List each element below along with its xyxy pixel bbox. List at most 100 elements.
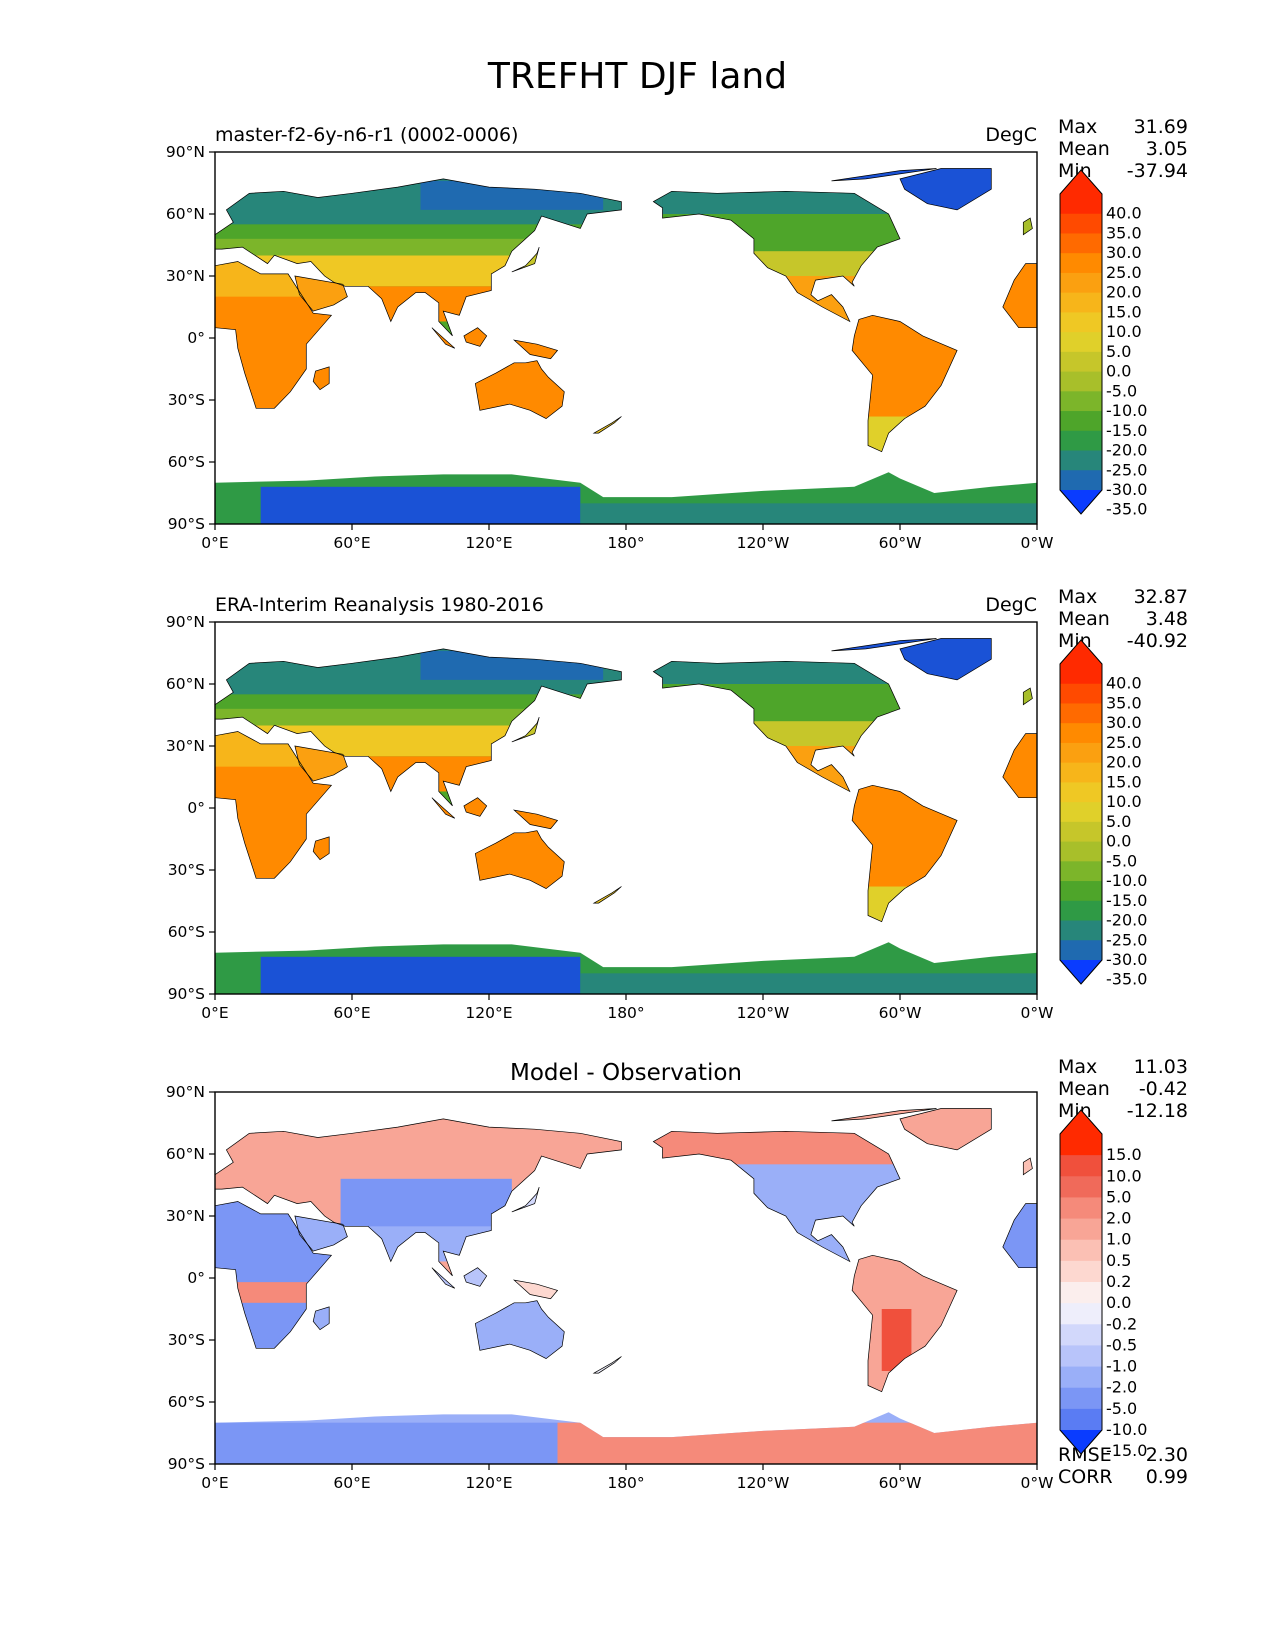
stat-value: -0.42 — [1138, 1078, 1188, 1100]
x-tick-label: 60°E — [333, 1004, 370, 1022]
colorbar-segment — [1060, 272, 1102, 294]
stat-value: 3.05 — [1145, 138, 1188, 160]
colorbar-label: 10.0 — [1106, 322, 1142, 341]
field-band — [260, 486, 581, 524]
y-tick-label: 90°N — [166, 143, 205, 161]
colorbar-label: -25.0 — [1106, 460, 1147, 479]
colorbar-label: -5.0 — [1106, 1399, 1137, 1418]
land-ellesmere — [831, 1108, 937, 1121]
y-tick-label: 60°S — [168, 453, 205, 471]
colorbar-segment — [1060, 1260, 1102, 1283]
colorbar-segment — [1060, 450, 1102, 471]
colorbar-segment — [1060, 332, 1102, 353]
y-tick-label: 30°N — [166, 267, 205, 285]
colorbar-label: 15.0 — [1106, 1145, 1142, 1164]
land-borneo — [463, 327, 487, 347]
stat-label: Max — [1058, 116, 1098, 138]
rmse-label: RMSE — [1058, 1444, 1112, 1466]
colorbar-segment — [1060, 292, 1102, 313]
field-band — [580, 973, 1037, 994]
colorbar-label: 10.0 — [1106, 1166, 1142, 1185]
land-ellesmere — [831, 638, 937, 651]
colorbar-label: 25.0 — [1106, 733, 1142, 752]
coastline — [831, 638, 937, 652]
stat-label: Max — [1058, 586, 1098, 608]
land-uk — [1023, 688, 1033, 705]
colorbar-segment — [1060, 1366, 1102, 1389]
colorbar-extend-top — [1060, 170, 1102, 194]
colorbar-label: 5.0 — [1106, 1187, 1131, 1206]
colorbar-label: -2.0 — [1106, 1378, 1137, 1397]
coastline — [831, 168, 937, 182]
y-tick-label: 90°S — [168, 515, 205, 533]
x-tick-label: 0°E — [201, 534, 228, 552]
coastline — [652, 1130, 901, 1263]
colorbar-segment — [1060, 1197, 1102, 1220]
colorbar-label: 0.0 — [1106, 362, 1131, 381]
field-band — [215, 1422, 558, 1464]
colorbar-segment — [1060, 683, 1102, 704]
corr-value: 0.99 — [1145, 1466, 1188, 1488]
land-arabia — [294, 746, 348, 782]
colorbar-label: 40.0 — [1106, 204, 1142, 223]
colorbar-label: 2.0 — [1106, 1209, 1131, 1228]
coastline — [512, 1279, 559, 1300]
land-japan — [511, 1187, 540, 1212]
y-tick-label: 90°S — [168, 1455, 205, 1473]
rmse-value: 2.30 — [1145, 1444, 1188, 1466]
colorbar-label: 30.0 — [1106, 713, 1142, 732]
coastline — [831, 1108, 937, 1122]
y-tick-label: 90°S — [168, 985, 205, 1003]
coastline — [215, 1118, 622, 1277]
land-africa_west — [1002, 263, 1037, 328]
coastline — [512, 339, 559, 360]
land-newguinea — [514, 340, 558, 359]
colorbar-segment — [1060, 430, 1102, 452]
coastline — [511, 716, 540, 743]
colorbar-segment — [1060, 1239, 1102, 1262]
colorbar-extend-bottom — [1060, 1430, 1102, 1454]
units-label: DegC — [985, 594, 1037, 616]
corr-label: CORR — [1058, 1466, 1113, 1488]
field-band — [580, 503, 1037, 524]
coastline — [851, 784, 958, 923]
colorbar-label: -1.0 — [1106, 1357, 1137, 1376]
coastline — [1002, 733, 1037, 799]
y-tick-label: 90°N — [166, 613, 205, 631]
colorbar-segment — [1060, 1408, 1102, 1431]
x-tick-label: 60°E — [333, 1474, 370, 1492]
coastline — [431, 797, 456, 819]
colorbar-label: 25.0 — [1106, 263, 1142, 282]
stat-value: 11.03 — [1133, 1056, 1188, 1078]
x-tick-label: 180° — [607, 1004, 644, 1022]
coastline — [431, 327, 456, 349]
stat-value: 31.69 — [1133, 116, 1188, 138]
land-japan — [511, 247, 540, 272]
land-madagascar — [313, 366, 330, 390]
coastline — [474, 830, 565, 890]
x-tick-label: 0°E — [201, 1474, 228, 1492]
colorbar-segment — [1060, 1134, 1102, 1156]
y-tick-label: 60°N — [166, 1145, 205, 1163]
field-band — [653, 191, 900, 214]
land-australia — [475, 1300, 565, 1359]
colorbar-label: -10.0 — [1106, 401, 1147, 420]
colorbar-label: -0.5 — [1106, 1335, 1137, 1354]
colorbar-segment — [1060, 920, 1102, 941]
colorbar-label: 0.0 — [1106, 832, 1131, 851]
coastline — [652, 660, 901, 793]
map-plot: 0°E 60°E 120°E 180° 120°W 60°W 0°W 90°N 60°N 30°N… — [166, 143, 1147, 552]
coastline — [294, 275, 348, 312]
colorbar-label: 10.0 — [1106, 792, 1142, 811]
colorbar-label: -35.0 — [1106, 500, 1147, 519]
coastline — [215, 731, 333, 879]
y-tick-label: 30°S — [168, 1331, 205, 1349]
coastline — [899, 638, 992, 681]
colorbar-segment — [1060, 1176, 1102, 1198]
map-plot: 0°E 60°E 120°E 180° 120°W 60°W 0°W 90°N 60°N 30°N… — [166, 613, 1147, 1022]
y-tick-label: 0° — [187, 329, 205, 347]
y-tick-label: 60°N — [166, 675, 205, 693]
stats-box: Max 11.03 Mean -0.42 Min -12.18 — [1058, 1056, 1188, 1122]
colorbar-segment — [1060, 1218, 1102, 1241]
colorbar-segment — [1060, 821, 1102, 843]
